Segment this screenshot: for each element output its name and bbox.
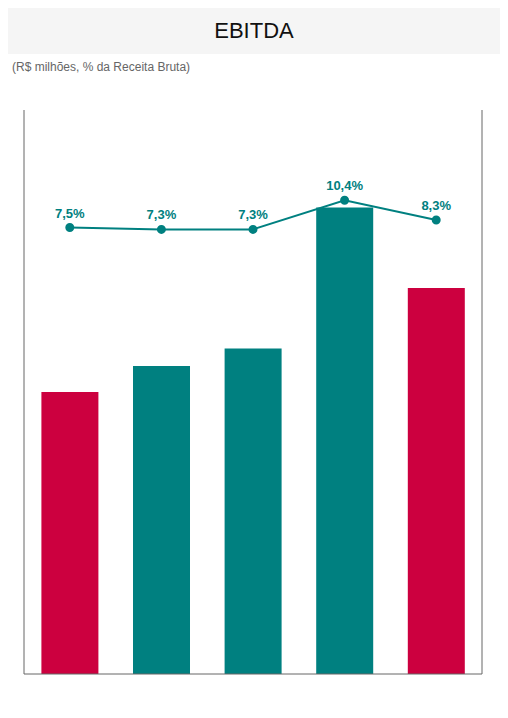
svg-text:10,4%: 10,4% (326, 178, 363, 193)
svg-text:7,3%: 7,3% (238, 207, 268, 222)
html-text:EBITDA: EBITDA (214, 18, 294, 43)
svg-text:8,3%: 8,3% (421, 198, 451, 213)
svg-text:7,5%: 7,5% (55, 206, 85, 221)
svg-text:7,3%: 7,3% (147, 207, 177, 222)
html-text:(R$ milhões, % da Receita Brut: (R$ milhões, % da Receita Bruta) (12, 60, 191, 74)
